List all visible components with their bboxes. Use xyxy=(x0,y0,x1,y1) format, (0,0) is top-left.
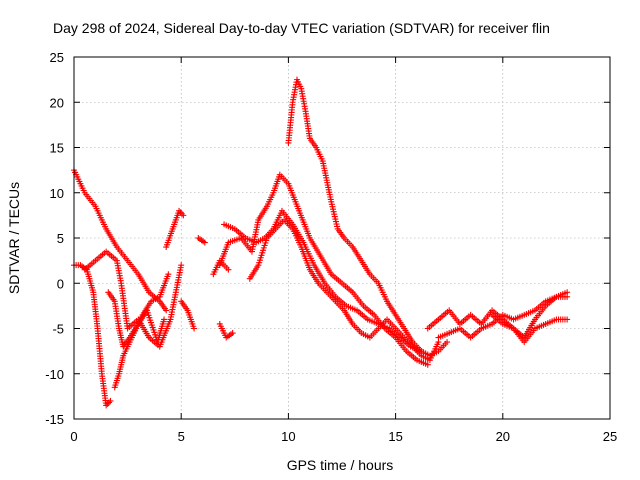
x-tick-label: 25 xyxy=(603,429,617,444)
data-series xyxy=(71,76,571,409)
series-track-10 xyxy=(216,320,236,341)
x-axis-ticks: 0 5 10 15 20 25 xyxy=(70,57,617,444)
data-point xyxy=(178,210,185,217)
data-point xyxy=(107,397,114,404)
y-tick-label: 15 xyxy=(50,141,64,156)
x-tick-label: 15 xyxy=(388,429,402,444)
series-track-12 xyxy=(221,207,425,355)
series-track-6 xyxy=(163,207,187,251)
series-track-5 xyxy=(105,289,168,350)
series-track-2 xyxy=(71,262,114,409)
y-axis-label: SDTVAR / TECUs xyxy=(6,182,22,294)
series-track-13 xyxy=(246,216,442,364)
data-point xyxy=(564,316,571,323)
series-track-1 xyxy=(71,167,170,314)
x-axis-label: GPS time / hours xyxy=(287,457,394,473)
y-tick-label: -5 xyxy=(52,322,64,337)
data-point xyxy=(161,316,168,323)
series-track-7 xyxy=(178,298,198,332)
y-axis-ticks: -15 -10 -5 0 5 10 15 20 25 xyxy=(45,50,610,427)
y-tick-label: -10 xyxy=(45,367,64,382)
data-point xyxy=(564,293,571,300)
data-point xyxy=(178,262,185,269)
series-track-14 xyxy=(285,76,451,359)
y-tick-label: 0 xyxy=(57,276,64,291)
x-tick-label: 20 xyxy=(496,429,510,444)
data-point xyxy=(191,325,198,332)
y-tick-label: -15 xyxy=(45,412,64,427)
y-tick-label: 5 xyxy=(57,231,64,246)
data-point xyxy=(444,339,451,346)
series-track-4 xyxy=(111,271,172,391)
data-point xyxy=(163,307,170,314)
y-tick-label: 10 xyxy=(50,186,64,201)
y-tick-label: 20 xyxy=(50,95,64,110)
plot-frame xyxy=(73,56,611,420)
x-tick-label: 10 xyxy=(281,429,295,444)
chart-title: Day 298 of 2024, Sidereal Day-to-day VTE… xyxy=(53,20,550,36)
series-track-8 xyxy=(195,235,208,246)
series-track-11 xyxy=(216,171,431,368)
data-point xyxy=(229,330,236,337)
series-track-17 xyxy=(489,311,571,346)
data-point xyxy=(225,266,232,273)
data-point xyxy=(165,271,172,278)
data-point xyxy=(201,239,208,246)
x-tick-label: 0 xyxy=(70,429,77,444)
data-point xyxy=(180,212,187,219)
data-point xyxy=(424,361,431,368)
y-tick-label: 25 xyxy=(50,50,64,65)
x-tick-label: 5 xyxy=(178,429,185,444)
